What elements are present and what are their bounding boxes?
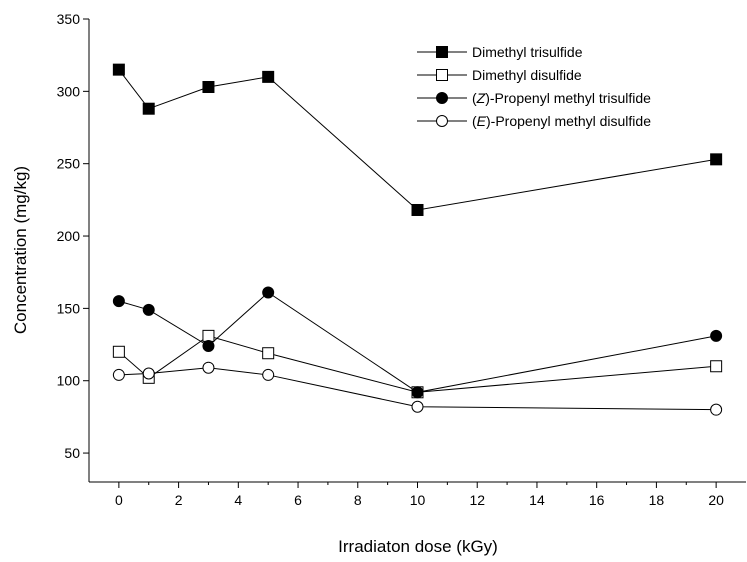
data-point <box>112 63 125 76</box>
x-tick-label: 4 <box>234 492 242 508</box>
data-point <box>262 70 275 83</box>
y-tick-label: 50 <box>64 445 80 461</box>
legend: Dimethyl trisulfide Dimethyl disulfide (Z)… <box>417 44 651 129</box>
legend-marker <box>436 92 448 104</box>
series-layer <box>112 63 723 416</box>
data-point <box>202 339 215 352</box>
data-point <box>202 361 215 374</box>
data-point <box>411 400 424 413</box>
y-tick-label: 350 <box>57 11 81 27</box>
data-point <box>262 286 275 299</box>
data-point <box>142 367 155 380</box>
y-axis-title: Concentration (mg/kg) <box>11 166 30 334</box>
y-tick-label: 250 <box>57 156 81 172</box>
y-tick-label: 300 <box>57 83 81 99</box>
legend-label: (E)-Propenyl methyl disulfide <box>472 113 651 129</box>
data-point <box>202 81 215 94</box>
x-axis-title: Irradiaton dose (kGy) <box>338 537 498 556</box>
x-tick-label: 0 <box>115 492 123 508</box>
x-tick-label: 12 <box>469 492 485 508</box>
legend-marker <box>436 46 448 58</box>
x-tick-label: 16 <box>589 492 605 508</box>
y-tick-label: 200 <box>57 228 81 244</box>
series-line <box>118 69 717 211</box>
data-point <box>142 102 155 115</box>
data-point <box>112 345 125 358</box>
data-point <box>710 329 723 342</box>
y-tick-label: 100 <box>57 373 81 389</box>
data-point <box>142 303 155 316</box>
legend-marker <box>436 115 448 127</box>
x-tick-label: 6 <box>294 492 302 508</box>
series-1 <box>112 63 723 216</box>
series-3 <box>112 286 723 399</box>
legend-marker <box>436 69 448 81</box>
x-tick-label: 18 <box>649 492 665 508</box>
legend-item: Dimethyl trisulfide <box>417 44 583 60</box>
data-point <box>710 403 723 416</box>
x-tick-label: 8 <box>354 492 362 508</box>
legend-item: (Z)-Propenyl methyl trisulfide <box>417 90 651 106</box>
legend-label: Dimethyl trisulfide <box>472 44 583 60</box>
axes: 0 2 4 6 8 10 12 14 16 18 20 50 100 150 200 250 300 350 <box>57 11 746 508</box>
series-4 <box>112 361 723 416</box>
legend-label: (Z)-Propenyl methyl trisulfide <box>472 90 651 106</box>
legend-label: Dimethyl disulfide <box>472 67 582 83</box>
data-point <box>710 360 723 373</box>
x-tick-label: 20 <box>708 492 724 508</box>
data-point <box>202 329 215 342</box>
x-tick-label: 14 <box>529 492 545 508</box>
data-point <box>262 368 275 381</box>
x-tick-label: 2 <box>175 492 183 508</box>
y-tick-label: 150 <box>57 300 81 316</box>
data-point <box>411 203 424 216</box>
legend-item: (E)-Propenyl methyl disulfide <box>417 113 651 129</box>
data-point <box>411 386 424 399</box>
data-point <box>112 295 125 308</box>
data-point <box>112 368 125 381</box>
data-point <box>262 347 275 360</box>
legend-item: Dimethyl disulfide <box>417 67 582 83</box>
x-tick-label: 10 <box>410 492 426 508</box>
data-point <box>710 153 723 166</box>
